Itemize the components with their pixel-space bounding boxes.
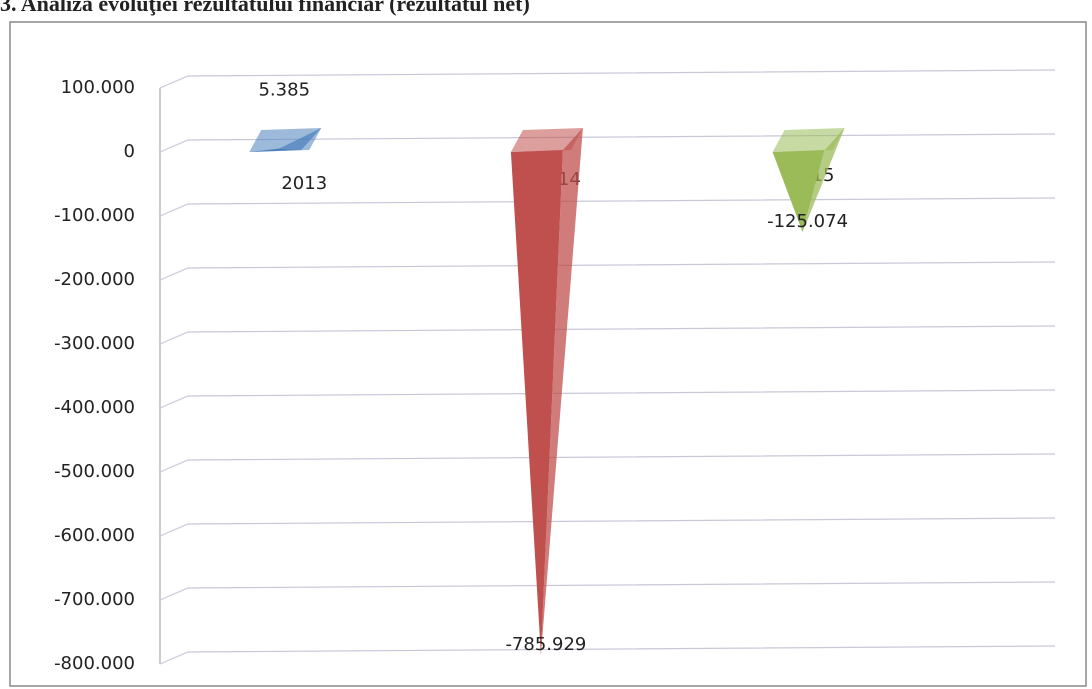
y-tick-label: -600.000: [54, 525, 135, 546]
bar-face: [249, 148, 302, 152]
bar-side: [802, 128, 845, 233]
grid-line: [159, 197, 1056, 217]
grid-line: [159, 133, 1056, 153]
chart-frame: [9, 21, 1087, 687]
grid-line: [159, 325, 1056, 345]
value-label: 5.385: [258, 80, 310, 101]
y-tick-label: 100.000: [61, 77, 135, 98]
grid-line: [159, 69, 1056, 89]
grid-line: [159, 517, 1056, 537]
bar-side: [279, 128, 322, 150]
y-tick-label: -300.000: [54, 333, 135, 354]
y-tick-label: -800.000: [54, 653, 135, 674]
y-tick-label: -500.000: [54, 461, 135, 482]
chart-title: 3. Analiza evoluţiei rezultatului financ…: [0, 0, 530, 16]
y-tick-label: -700.000: [54, 589, 135, 610]
y-tick-label: -200.000: [54, 269, 135, 290]
grid-line: [159, 389, 1056, 409]
x-tick-label: 2013: [281, 173, 327, 194]
bar: [510, 128, 583, 152]
bar-face: [510, 150, 563, 655]
grid-line: [159, 261, 1056, 281]
value-label: -125.074: [767, 211, 848, 232]
grid-line: [159, 453, 1056, 473]
y-tick-label: -100.000: [54, 205, 135, 226]
y-tick-label: 0: [124, 141, 135, 162]
bar-side: [540, 128, 583, 655]
grid-line: [159, 581, 1056, 601]
value-label: -785.929: [505, 634, 586, 655]
y-tick-label: -400.000: [54, 397, 135, 418]
grid-line: [159, 645, 1056, 665]
bar-face: [772, 150, 825, 233]
bar: [772, 128, 845, 152]
